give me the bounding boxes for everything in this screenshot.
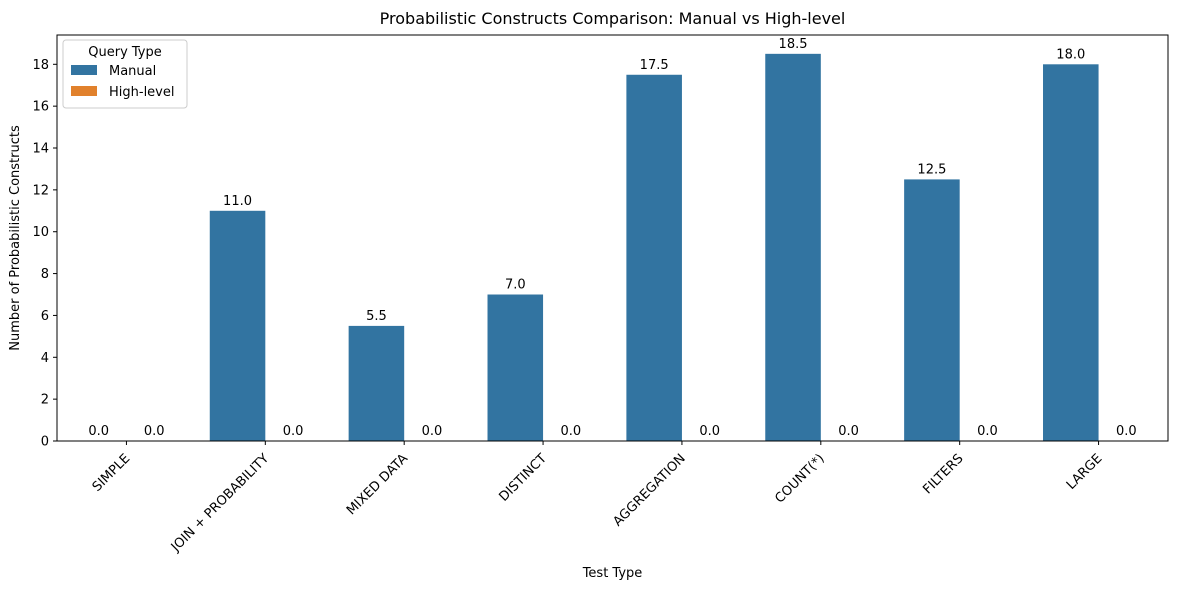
x-tick-label-mixed-data: MIXED DATA <box>344 451 411 518</box>
x-tick-label-join-probability: JOIN + PROBABILITY <box>168 451 272 555</box>
legend-label-manual: Manual <box>109 64 156 79</box>
data-label-high-level-simple: 0.0 <box>144 424 165 439</box>
y-tick-label: 6 <box>41 309 49 324</box>
data-label-high-level-aggregation: 0.0 <box>699 424 720 439</box>
y-tick-label: 12 <box>32 183 49 198</box>
data-label-manual-simple: 0.0 <box>88 424 109 439</box>
data-label-manual-join-probability: 11.0 <box>223 194 252 209</box>
y-tick-label: 10 <box>32 225 49 240</box>
data-label-high-level-large: 0.0 <box>1116 424 1137 439</box>
x-tick-label-aggregation: AGGREGATION <box>610 451 688 529</box>
x-axis: SIMPLE JOIN + PROBABILITY MIXED DATA DISTIN… <box>90 441 1106 555</box>
data-labels-group: 0.0 11.0 5.5 7.0 17.5 18.5 12.5 18.0 0.0 0.0 0.0 0.… <box>88 37 1136 439</box>
data-label-manual-aggregation: 17.5 <box>640 58 669 73</box>
y-tick-label: 18 <box>32 58 49 73</box>
data-label-manual-large: 18.0 <box>1056 47 1085 62</box>
data-label-high-level-count: 0.0 <box>838 424 859 439</box>
data-label-manual-distinct: 7.0 <box>505 278 526 293</box>
bar-manual-mixed-data <box>348 325 405 441</box>
data-label-high-level-filters: 0.0 <box>977 424 998 439</box>
bars-group <box>209 53 1099 442</box>
legend-swatch-high-level <box>71 86 97 96</box>
x-tick-label-large: LARGE <box>1064 451 1106 493</box>
y-tick-label: 16 <box>32 100 49 115</box>
data-label-manual-mixed-data: 5.5 <box>366 309 387 324</box>
data-label-high-level-mixed-data: 0.0 <box>422 424 443 439</box>
plot-frame <box>56 34 1169 442</box>
data-label-high-level-distinct: 0.0 <box>560 424 581 439</box>
bar-manual-join-probability <box>209 210 266 441</box>
y-tick-label: 8 <box>41 267 49 282</box>
data-label-manual-count: 18.5 <box>779 37 808 52</box>
bar-manual-aggregation <box>626 74 682 442</box>
x-tick-label-count: COUNT(*) <box>772 451 827 506</box>
bar-manual-large <box>1043 64 1099 442</box>
data-label-manual-filters: 12.5 <box>917 162 946 177</box>
y-tick-label: 4 <box>41 351 49 366</box>
x-axis-label: Test Type <box>582 566 643 581</box>
bar-manual-distinct <box>487 294 544 441</box>
y-axis-label: Number of Probabilistic Constructs <box>8 125 23 351</box>
bar-manual-count <box>765 53 821 441</box>
legend-title: Query Type <box>88 45 162 60</box>
x-tick-label-simple: SIMPLE <box>90 451 134 495</box>
x-tick-label-filters: FILTERS <box>920 451 966 497</box>
data-label-high-level-join-probability: 0.0 <box>283 424 304 439</box>
y-axis: 0 2 4 6 8 10 12 14 16 18 <box>32 58 57 450</box>
y-tick-label: 2 <box>41 393 49 408</box>
legend: Query Type Manual High-level <box>62 39 188 109</box>
y-tick-label: 0 <box>41 435 49 450</box>
chart-title: Probabilistic Constructs Comparison: Man… <box>380 9 846 28</box>
bar-manual-filters <box>904 179 960 441</box>
legend-swatch-manual <box>71 65 97 75</box>
y-tick-label: 14 <box>32 142 49 157</box>
legend-label-high-level: High-level <box>109 85 174 100</box>
x-tick-label-distinct: DISTINCT <box>496 451 550 505</box>
